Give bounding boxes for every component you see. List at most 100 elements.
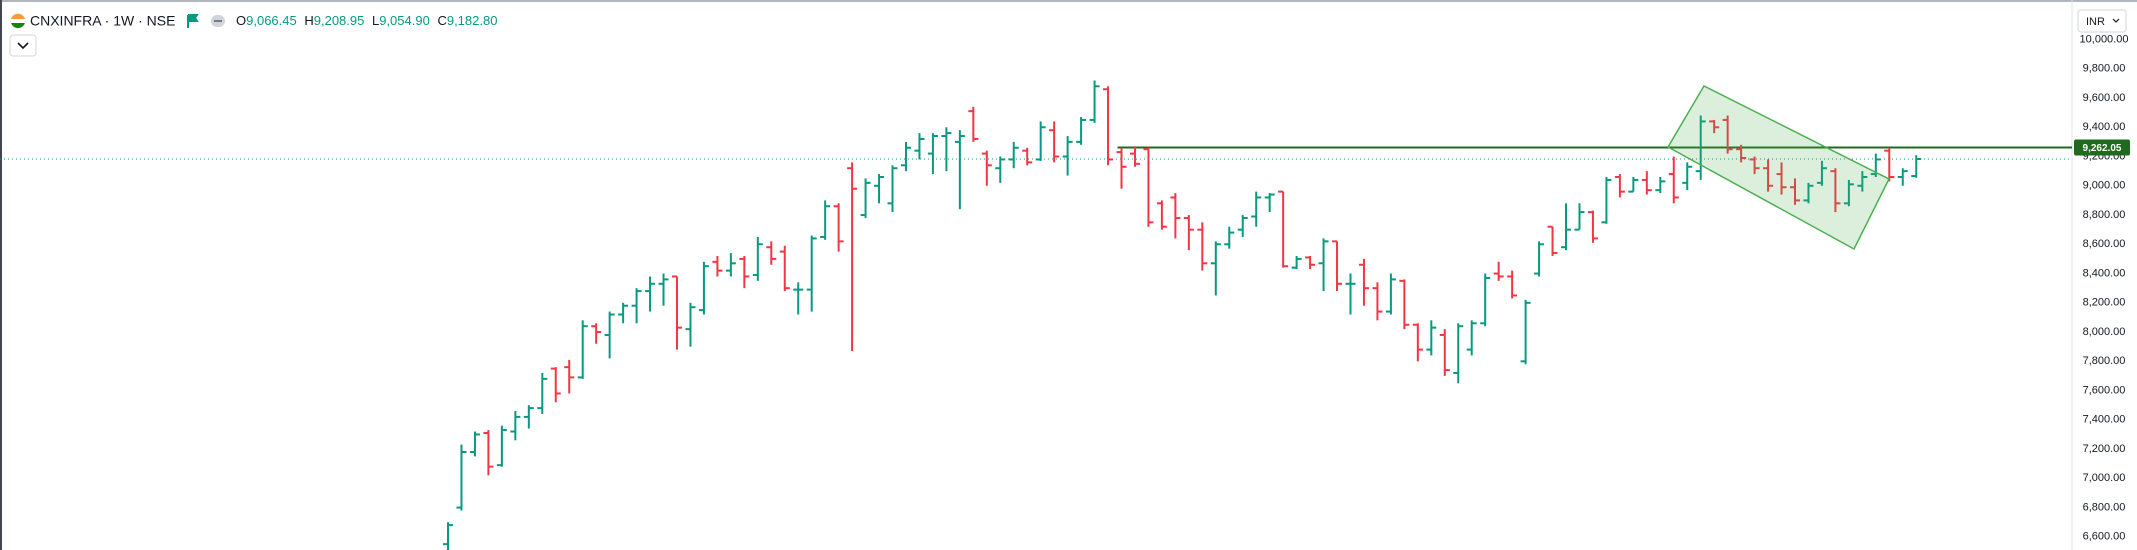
ohlc-bar	[874, 174, 885, 204]
ohlc-bar	[1008, 141, 1019, 169]
ohlc-bar	[1237, 215, 1248, 237]
ohlc-bar	[537, 373, 548, 414]
ohlc-bar	[591, 323, 602, 344]
ohlc-bar	[1278, 190, 1289, 268]
y-tick-label: 8,200.00	[2083, 297, 2126, 309]
ohlc-bar	[618, 302, 629, 324]
plot-area	[0, 80, 2072, 550]
y-tick-label: 7,000.00	[2083, 472, 2126, 484]
ohlc-bar	[914, 133, 925, 160]
ohlc-bar	[1587, 210, 1598, 243]
ohlc-bar	[1655, 176, 1666, 194]
ohlc-bar	[1480, 273, 1491, 327]
flag-middle	[11, 19, 25, 23]
y-tick-label: 9,800.00	[2083, 63, 2126, 75]
ohlc-bar	[1776, 162, 1787, 195]
ohlc-bar	[1305, 255, 1316, 270]
ohlc-bar	[1695, 115, 1706, 180]
ohlc-bar	[725, 253, 736, 277]
ohlc-bar	[1385, 273, 1396, 315]
ohlc-bar	[1601, 176, 1612, 224]
currency-button[interactable]: INR	[2077, 9, 2127, 33]
ohlc-bar	[793, 282, 804, 315]
ohlc-bar	[685, 302, 696, 347]
y-tick-label: 8,600.00	[2083, 238, 2126, 250]
ohlc-bar	[981, 150, 992, 186]
ohlc-value: 9,066.45	[246, 13, 297, 28]
ohlc-bar	[1884, 147, 1895, 182]
ohlc-value: 9,208.95	[314, 13, 365, 28]
ohlc-bar	[1722, 115, 1733, 154]
price-label-box	[2074, 139, 2130, 156]
ohlc-label: H	[304, 13, 313, 28]
ohlc-values: O9,066.45 H9,208.95 L9,054.90 C9,182.80	[236, 13, 497, 28]
ohlc-bar	[1466, 320, 1477, 356]
ohlc-bar	[1291, 255, 1302, 270]
ohlc-bar	[927, 133, 938, 175]
ohlc-bar	[456, 444, 467, 511]
ohlc-bar	[833, 203, 844, 252]
symbol-title: CNXINFRA · 1W · NSE	[30, 13, 175, 29]
ohlc-bar	[1156, 200, 1167, 230]
ohlc-bar	[1332, 240, 1343, 292]
y-tick-label: 7,400.00	[2083, 414, 2126, 426]
ohlc-bar	[806, 235, 817, 312]
ohlc-bar	[995, 156, 1006, 183]
y-tick-label: 10,000.00	[2080, 33, 2129, 45]
ohlc-bar	[1816, 160, 1827, 186]
ohlc-bar	[1763, 159, 1774, 192]
collapse-button[interactable]	[9, 34, 37, 57]
y-tick-label: 7,200.00	[2083, 443, 2126, 455]
ohlc-bar	[645, 276, 656, 312]
ohlc-bar	[1493, 261, 1504, 281]
y-tick-label: 9,400.00	[2083, 121, 2126, 133]
ohlc-bar	[1049, 121, 1060, 163]
ohlc-bar	[954, 130, 965, 210]
ohlc-label: O	[236, 13, 246, 28]
ohlc-bar	[577, 320, 588, 379]
y-tick-label: 9,000.00	[2083, 180, 2126, 192]
button-frame	[2077, 9, 2127, 33]
ohlc-bar	[1076, 117, 1087, 145]
ohlc-bar	[766, 241, 777, 265]
ohlc-bar	[1803, 182, 1814, 204]
ohlc-bar	[1399, 279, 1410, 330]
y-tick-label: 6,800.00	[2083, 501, 2126, 513]
channel-drawing[interactable]	[1666, 85, 1891, 251]
ohlc-bar	[510, 411, 521, 441]
ohlc-bar	[968, 106, 979, 142]
ohlc-bar	[1628, 176, 1639, 193]
ohlc-bar	[1614, 174, 1625, 198]
ohlc-bar	[1857, 171, 1868, 192]
ohlc-bar	[941, 127, 952, 172]
ohlc-bar	[752, 236, 763, 281]
symbol-header[interactable]: CNXINFRA · 1W · NSE O9,066.45 H9,208.95 …	[10, 13, 497, 29]
ohlc-bar	[658, 273, 669, 306]
ohlc-bar	[1372, 282, 1383, 321]
y-tick-label: 8,800.00	[2083, 209, 2126, 221]
ohlc-bar	[1547, 225, 1558, 256]
button-frame	[9, 34, 37, 57]
ohlc-value: 9,054.90	[379, 13, 430, 28]
ohlc-bar	[1507, 270, 1518, 299]
ohlc-bar	[1035, 121, 1046, 161]
y-tick-label: 9,600.00	[2083, 92, 2126, 104]
ohlc-bar	[739, 255, 750, 289]
ohlc-bar	[1911, 155, 1922, 178]
ohlc-bar	[820, 200, 831, 240]
ohlc-bar	[1345, 273, 1356, 315]
chevron-icon	[2112, 18, 2120, 23]
chevron-icon	[17, 42, 29, 50]
ohlc-bar	[1736, 144, 1747, 163]
ohlc-bar	[779, 245, 790, 292]
ohlc-bar	[1318, 238, 1329, 292]
market-flag	[187, 14, 199, 28]
ohlc-bar	[900, 141, 911, 172]
ohlc-bar	[698, 261, 709, 315]
ohlc-bar	[1843, 179, 1854, 207]
ohlc-bar	[1682, 162, 1693, 191]
ohlc-bar	[847, 162, 858, 352]
ohlc-bar	[604, 311, 615, 359]
ohlc-label: L	[372, 13, 379, 28]
